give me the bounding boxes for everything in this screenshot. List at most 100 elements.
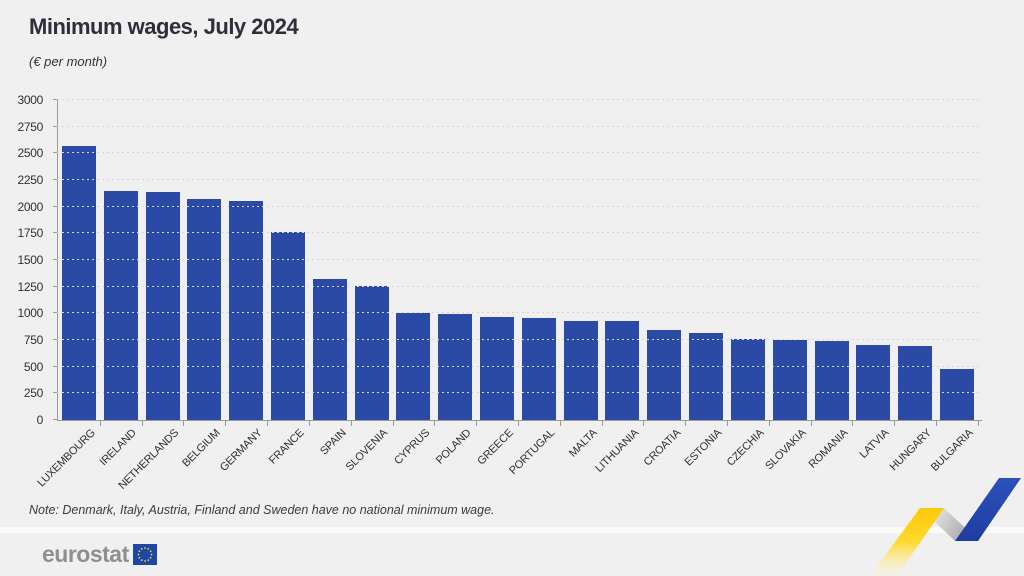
y-tick-label: 750 bbox=[23, 333, 43, 347]
x-axis-label: SLOVENIA bbox=[343, 427, 391, 474]
x-tick-mark bbox=[308, 421, 310, 426]
x-axis-label: GREECE bbox=[475, 427, 516, 468]
gridline bbox=[57, 152, 982, 154]
y-tick-label: 0 bbox=[36, 413, 44, 427]
x-tick-mark bbox=[225, 421, 227, 426]
y-tick-label: 1000 bbox=[17, 306, 44, 321]
plot-area: LUXEMBOURG IRELAND NETHERLANDS BELGIUM GERMA… bbox=[35, 99, 982, 492]
bar bbox=[103, 191, 138, 420]
y-axis-labels: 0 250 500 750 1000 1250 1500 1750 2000 2250 2500 27… bbox=[0, 93, 50, 427]
x-axis-label: CYPRUS bbox=[391, 427, 432, 468]
footnote: Note: Denmark, Italy, Austria, Finland a… bbox=[29, 503, 495, 517]
x-axis-label: SPAIN bbox=[317, 427, 349, 458]
gridline bbox=[57, 125, 982, 127]
bar-cell-spain: SPAIN bbox=[309, 100, 352, 458]
footer-separator bbox=[0, 527, 1024, 533]
eurostat-logo-text: eurostat bbox=[42, 541, 129, 567]
bar-cell-portugal: PORTUGAL bbox=[507, 100, 561, 477]
x-tick-mark bbox=[936, 421, 938, 426]
bar bbox=[814, 340, 849, 420]
x-tick-mark bbox=[852, 421, 854, 426]
x-tick-mark bbox=[810, 421, 812, 426]
bar-cell-czechia: CZECHIA bbox=[725, 100, 770, 469]
y-tick-mark bbox=[53, 99, 57, 100]
y-tick-mark bbox=[53, 285, 57, 287]
y-tick-mark bbox=[53, 392, 57, 394]
x-tick-mark bbox=[267, 421, 269, 426]
bar bbox=[647, 330, 682, 420]
y-tick-label: 2000 bbox=[17, 199, 44, 214]
y-tick-label: 1750 bbox=[17, 226, 44, 241]
y-tick-mark bbox=[53, 179, 57, 180]
bar bbox=[939, 369, 974, 420]
gridline bbox=[57, 339, 982, 340]
bar bbox=[689, 332, 724, 420]
y-tick-label: 2750 bbox=[17, 119, 44, 134]
bar-cell-slovakia: SLOVAKIA bbox=[763, 100, 812, 472]
bar bbox=[312, 278, 347, 420]
bar-cell-luxembourg: LUXEMBOURG bbox=[35, 100, 101, 489]
x-axis-label: LITHUANIA bbox=[593, 427, 641, 475]
gridline bbox=[57, 392, 982, 394]
y-tick-mark bbox=[53, 365, 57, 367]
x-tick-mark bbox=[643, 421, 645, 426]
y-tick-mark bbox=[53, 419, 57, 420]
y-tick-mark bbox=[53, 125, 57, 127]
bar-cell-latvia: LATVIA bbox=[852, 100, 896, 461]
x-tick-mark bbox=[183, 421, 185, 426]
y-tick-label: 250 bbox=[23, 386, 43, 401]
y-tick-mark bbox=[53, 152, 57, 154]
bar-cell-bulgaria: BULGARIA bbox=[929, 100, 979, 474]
chart-unit-subtitle: (€ per month) bbox=[29, 54, 108, 69]
eu-flag-icon bbox=[132, 544, 157, 565]
bar bbox=[605, 321, 640, 420]
bar-cell-malta: MALTA bbox=[560, 100, 603, 460]
x-tick-mark bbox=[99, 421, 101, 426]
bar bbox=[521, 317, 556, 420]
gridline bbox=[57, 179, 982, 180]
gridline bbox=[57, 285, 982, 287]
bar bbox=[730, 338, 765, 420]
y-tick-mark bbox=[53, 259, 57, 260]
bar bbox=[187, 199, 222, 420]
x-tick-mark bbox=[141, 421, 143, 426]
x-axis-label: ROMANIA bbox=[806, 427, 851, 471]
bar bbox=[229, 200, 264, 420]
x-axis-label: ESTONIA bbox=[683, 427, 725, 469]
y-tick-mark bbox=[53, 312, 57, 314]
bars-container: LUXEMBOURG IRELAND NETHERLANDS BELGIUM GERMA… bbox=[35, 100, 979, 492]
bar bbox=[772, 340, 807, 420]
x-tick-mark bbox=[977, 421, 979, 426]
bar-cell-greece: GREECE bbox=[475, 100, 519, 467]
x-tick-mark bbox=[350, 421, 352, 426]
eurostat-logo: eurostat bbox=[42, 543, 157, 566]
x-tick-mark bbox=[894, 421, 896, 426]
y-tick-mark bbox=[53, 339, 57, 340]
bar-cell-romania: ROMANIA bbox=[806, 100, 854, 471]
y-tick-label: 1250 bbox=[17, 279, 44, 294]
y-tick-mark bbox=[53, 232, 57, 234]
x-axis-label: POLAND bbox=[434, 427, 474, 467]
x-tick-mark bbox=[601, 421, 603, 426]
x-tick-mark bbox=[392, 421, 394, 426]
chart-title: Minimum wages, July 2024 bbox=[29, 14, 299, 39]
bar-cell-belgium: BELGIUM bbox=[180, 100, 227, 470]
bar bbox=[898, 345, 933, 420]
x-tick-mark bbox=[685, 421, 687, 426]
y-tick-label: 2500 bbox=[17, 146, 44, 161]
y-tick-label: 2250 bbox=[17, 173, 44, 187]
bar bbox=[563, 321, 598, 420]
bar-cell-netherlands: NETHERLANDS bbox=[116, 100, 185, 492]
bar bbox=[480, 316, 515, 420]
ribbon-gray-fold bbox=[920, 508, 979, 541]
y-axis-line bbox=[57, 100, 58, 421]
x-axis-label: HUNGARY bbox=[887, 427, 934, 474]
gridline bbox=[57, 312, 982, 314]
bar bbox=[396, 313, 431, 420]
y-tick-label: 1500 bbox=[17, 253, 44, 267]
y-tick-mark bbox=[53, 205, 57, 207]
bar-cell-france: FRANCE bbox=[267, 100, 310, 467]
y-tick-label: 3000 bbox=[17, 93, 44, 107]
ribbon-yellow-segment bbox=[870, 508, 944, 576]
y-tick-label: 500 bbox=[23, 359, 43, 374]
